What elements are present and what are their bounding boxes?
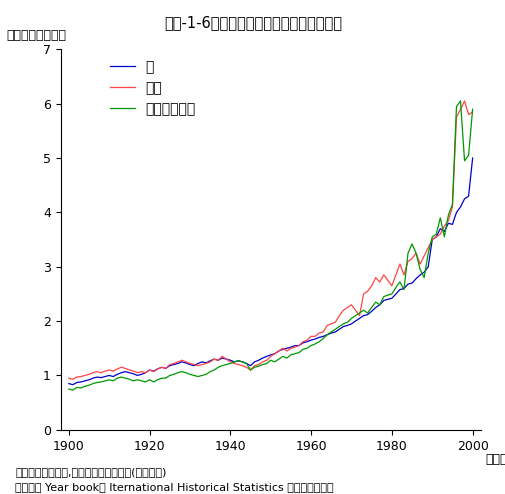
米 [70,382,76,388]
米 [352,318,358,324]
トウモロコシ [66,386,72,392]
小麦 [352,307,358,313]
米 [255,357,261,363]
Line: トウモロコシ: トウモロコシ [69,101,472,390]
Legend: 米, 小麦, トウモロコシ: 米, 小麦, トウモロコシ [110,60,195,116]
米 [98,374,104,380]
Text: 生産量（億トン）: 生産量（億トン） [6,29,66,42]
トウモロコシ [457,98,463,104]
小麦 [312,333,318,339]
トウモロコシ [352,313,358,319]
Text: （年）: （年） [484,453,505,466]
米 [469,155,475,161]
Text: （ＦＡＯ Year book， Iternational Historical Statistics をもとに作成）: （ＦＡＯ Year book， Iternational Historical … [15,482,333,492]
米 [312,336,318,342]
トウモロコシ [98,379,104,385]
トウモロコシ [312,341,318,347]
トウモロコシ [372,299,378,305]
小麦 [461,98,467,104]
トウモロコシ [469,106,475,112]
Text: 資料：　小宮山宏,「地球持続の技術」(岩波新書): 資料： 小宮山宏,「地球持続の技術」(岩波新書) [15,467,166,477]
トウモロコシ [170,371,176,377]
Line: 米: 米 [69,158,472,385]
米 [170,362,176,368]
小麦 [98,370,104,376]
小麦 [255,362,261,368]
小麦 [70,376,76,382]
米 [66,380,72,386]
トウモロコシ [255,363,261,369]
米 [372,304,378,311]
小麦 [469,109,475,115]
Line: 小麦: 小麦 [69,101,472,379]
Text: 第１-1-6図　世界の三大穀物生産量の推移: 第１-1-6図 世界の三大穀物生産量の推移 [164,15,341,30]
トウモロコシ [70,387,76,393]
小麦 [372,275,378,281]
小麦 [66,375,72,381]
小麦 [170,361,176,367]
